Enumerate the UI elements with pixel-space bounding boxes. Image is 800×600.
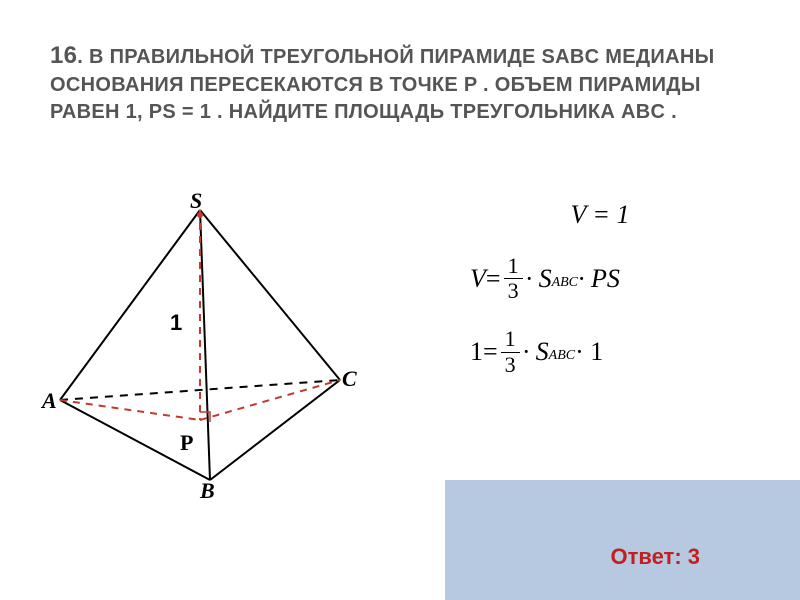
answer-box	[445, 480, 800, 600]
fraction-3: 1 3	[501, 327, 520, 376]
label-B: B	[200, 478, 215, 504]
problem-statement: 16. В ПРАВИЛЬНОЙ ТРЕУГОЛЬНОЙ ПИРАМИДЕ SA…	[50, 40, 760, 126]
problem-number: 16	[50, 42, 77, 69]
label-P: P	[180, 430, 193, 456]
edges-dashed-red	[60, 210, 340, 420]
problem-text-body: . В ПРАВИЛЬНОЙ ТРЕУГОЛЬНОЙ ПИРАМИДЕ SABC…	[50, 46, 714, 123]
answer-label: Ответ: 3	[610, 544, 700, 570]
equation-2: V = 1 3 · SABC · PS	[470, 254, 770, 303]
fraction-2: 1 3	[504, 254, 523, 303]
equations-block: V = 1 V = 1 3 · SABC · PS 1 = 1 3 · SABC…	[470, 200, 770, 401]
label-S: S	[190, 188, 202, 214]
pyramid-diagram: S A B C P 1	[40, 190, 370, 500]
label-height: 1	[170, 310, 182, 336]
pyramid-svg	[40, 190, 370, 500]
label-A: A	[42, 388, 57, 414]
equation-1: V = 1	[430, 200, 770, 230]
label-C: C	[342, 366, 357, 392]
equation-3: 1 = 1 3 · SABC · 1	[470, 327, 770, 376]
